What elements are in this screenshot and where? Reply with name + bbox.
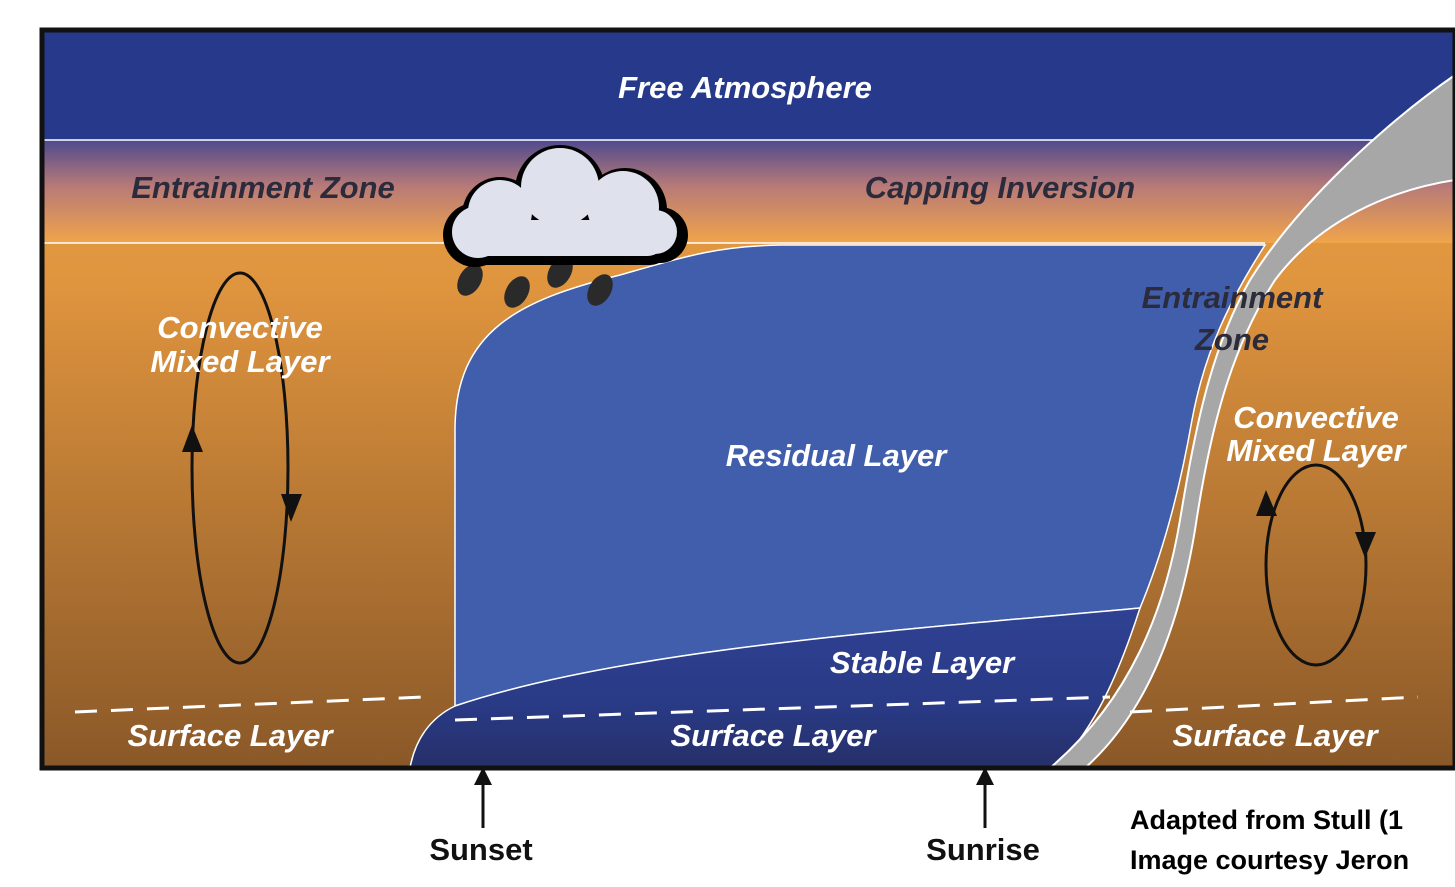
time-label: Sunset [429, 832, 532, 867]
label: Free Atmosphere [618, 70, 872, 105]
label: Surface Layer [127, 718, 334, 753]
label: Mixed Layer [1226, 433, 1407, 468]
frame [39, 27, 1455, 771]
label: Convective [1233, 400, 1398, 435]
loop-arrowheads [182, 425, 1376, 558]
label: Stable Layer [830, 645, 1016, 680]
time-label: Sunrise [926, 832, 1040, 867]
label: Surface Layer [670, 718, 877, 753]
label: Mixed Layer [150, 344, 331, 379]
credit: Adapted from Stull (1 [1130, 805, 1403, 835]
free-atmosphere-band [42, 30, 1455, 140]
rain-cloud [443, 145, 688, 308]
entrainment-band [42, 140, 1455, 243]
surface-layer-top [74, 695, 1419, 722]
convective-loop [190, 271, 1368, 667]
label: Residual Layer [726, 438, 948, 473]
label: Zone [1194, 322, 1269, 357]
credit: Image courtesy Jeron [1130, 845, 1409, 875]
stable-layer [409, 607, 1142, 769]
label: Capping Inversion [865, 170, 1135, 205]
label: Entrainment [1142, 280, 1325, 315]
label: Entrainment Zone [131, 170, 395, 205]
label: Convective [157, 310, 322, 345]
label: Surface Layer [1172, 718, 1379, 753]
